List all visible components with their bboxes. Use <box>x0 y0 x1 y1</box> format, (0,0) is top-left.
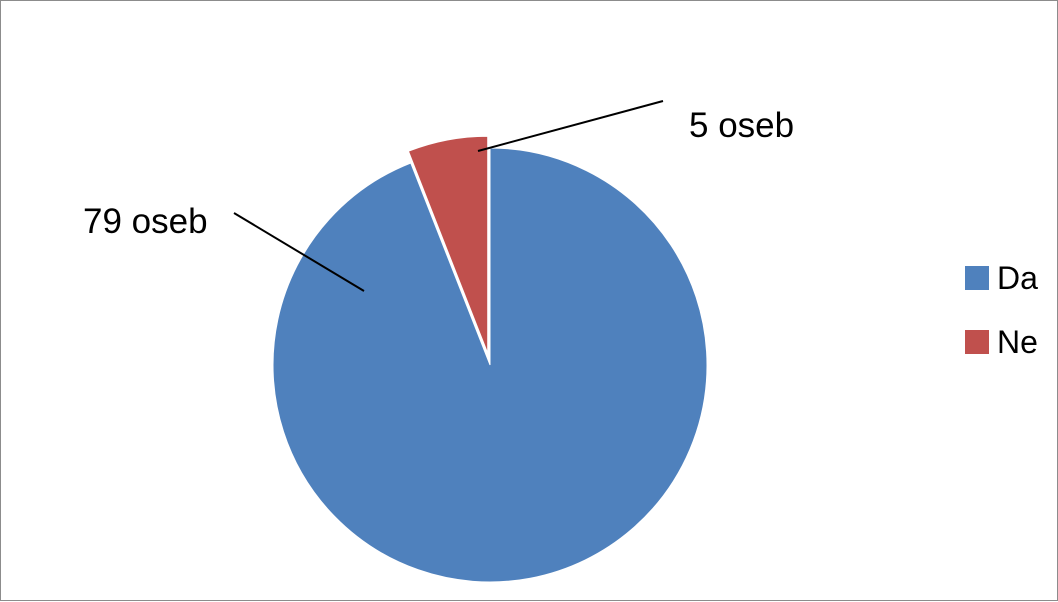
legend-swatch-ne <box>965 330 989 354</box>
data-label-ne: 5 oseb <box>689 106 794 145</box>
pie-slices <box>272 135 708 583</box>
pie-slice-da <box>272 147 708 583</box>
leader-line-ne <box>477 100 664 152</box>
legend-swatch-da <box>965 266 989 290</box>
legend-label-da: Da <box>997 260 1038 296</box>
data-label-da: 79 oseb <box>83 202 208 241</box>
leader-lines <box>233 100 664 292</box>
legend: Da Ne <box>965 260 1038 360</box>
leader-line-da <box>233 212 365 292</box>
legend-label-ne: Ne <box>997 324 1038 360</box>
data-labels: 79 oseb 5 oseb <box>83 106 794 241</box>
pie-slice-ne <box>407 135 489 354</box>
